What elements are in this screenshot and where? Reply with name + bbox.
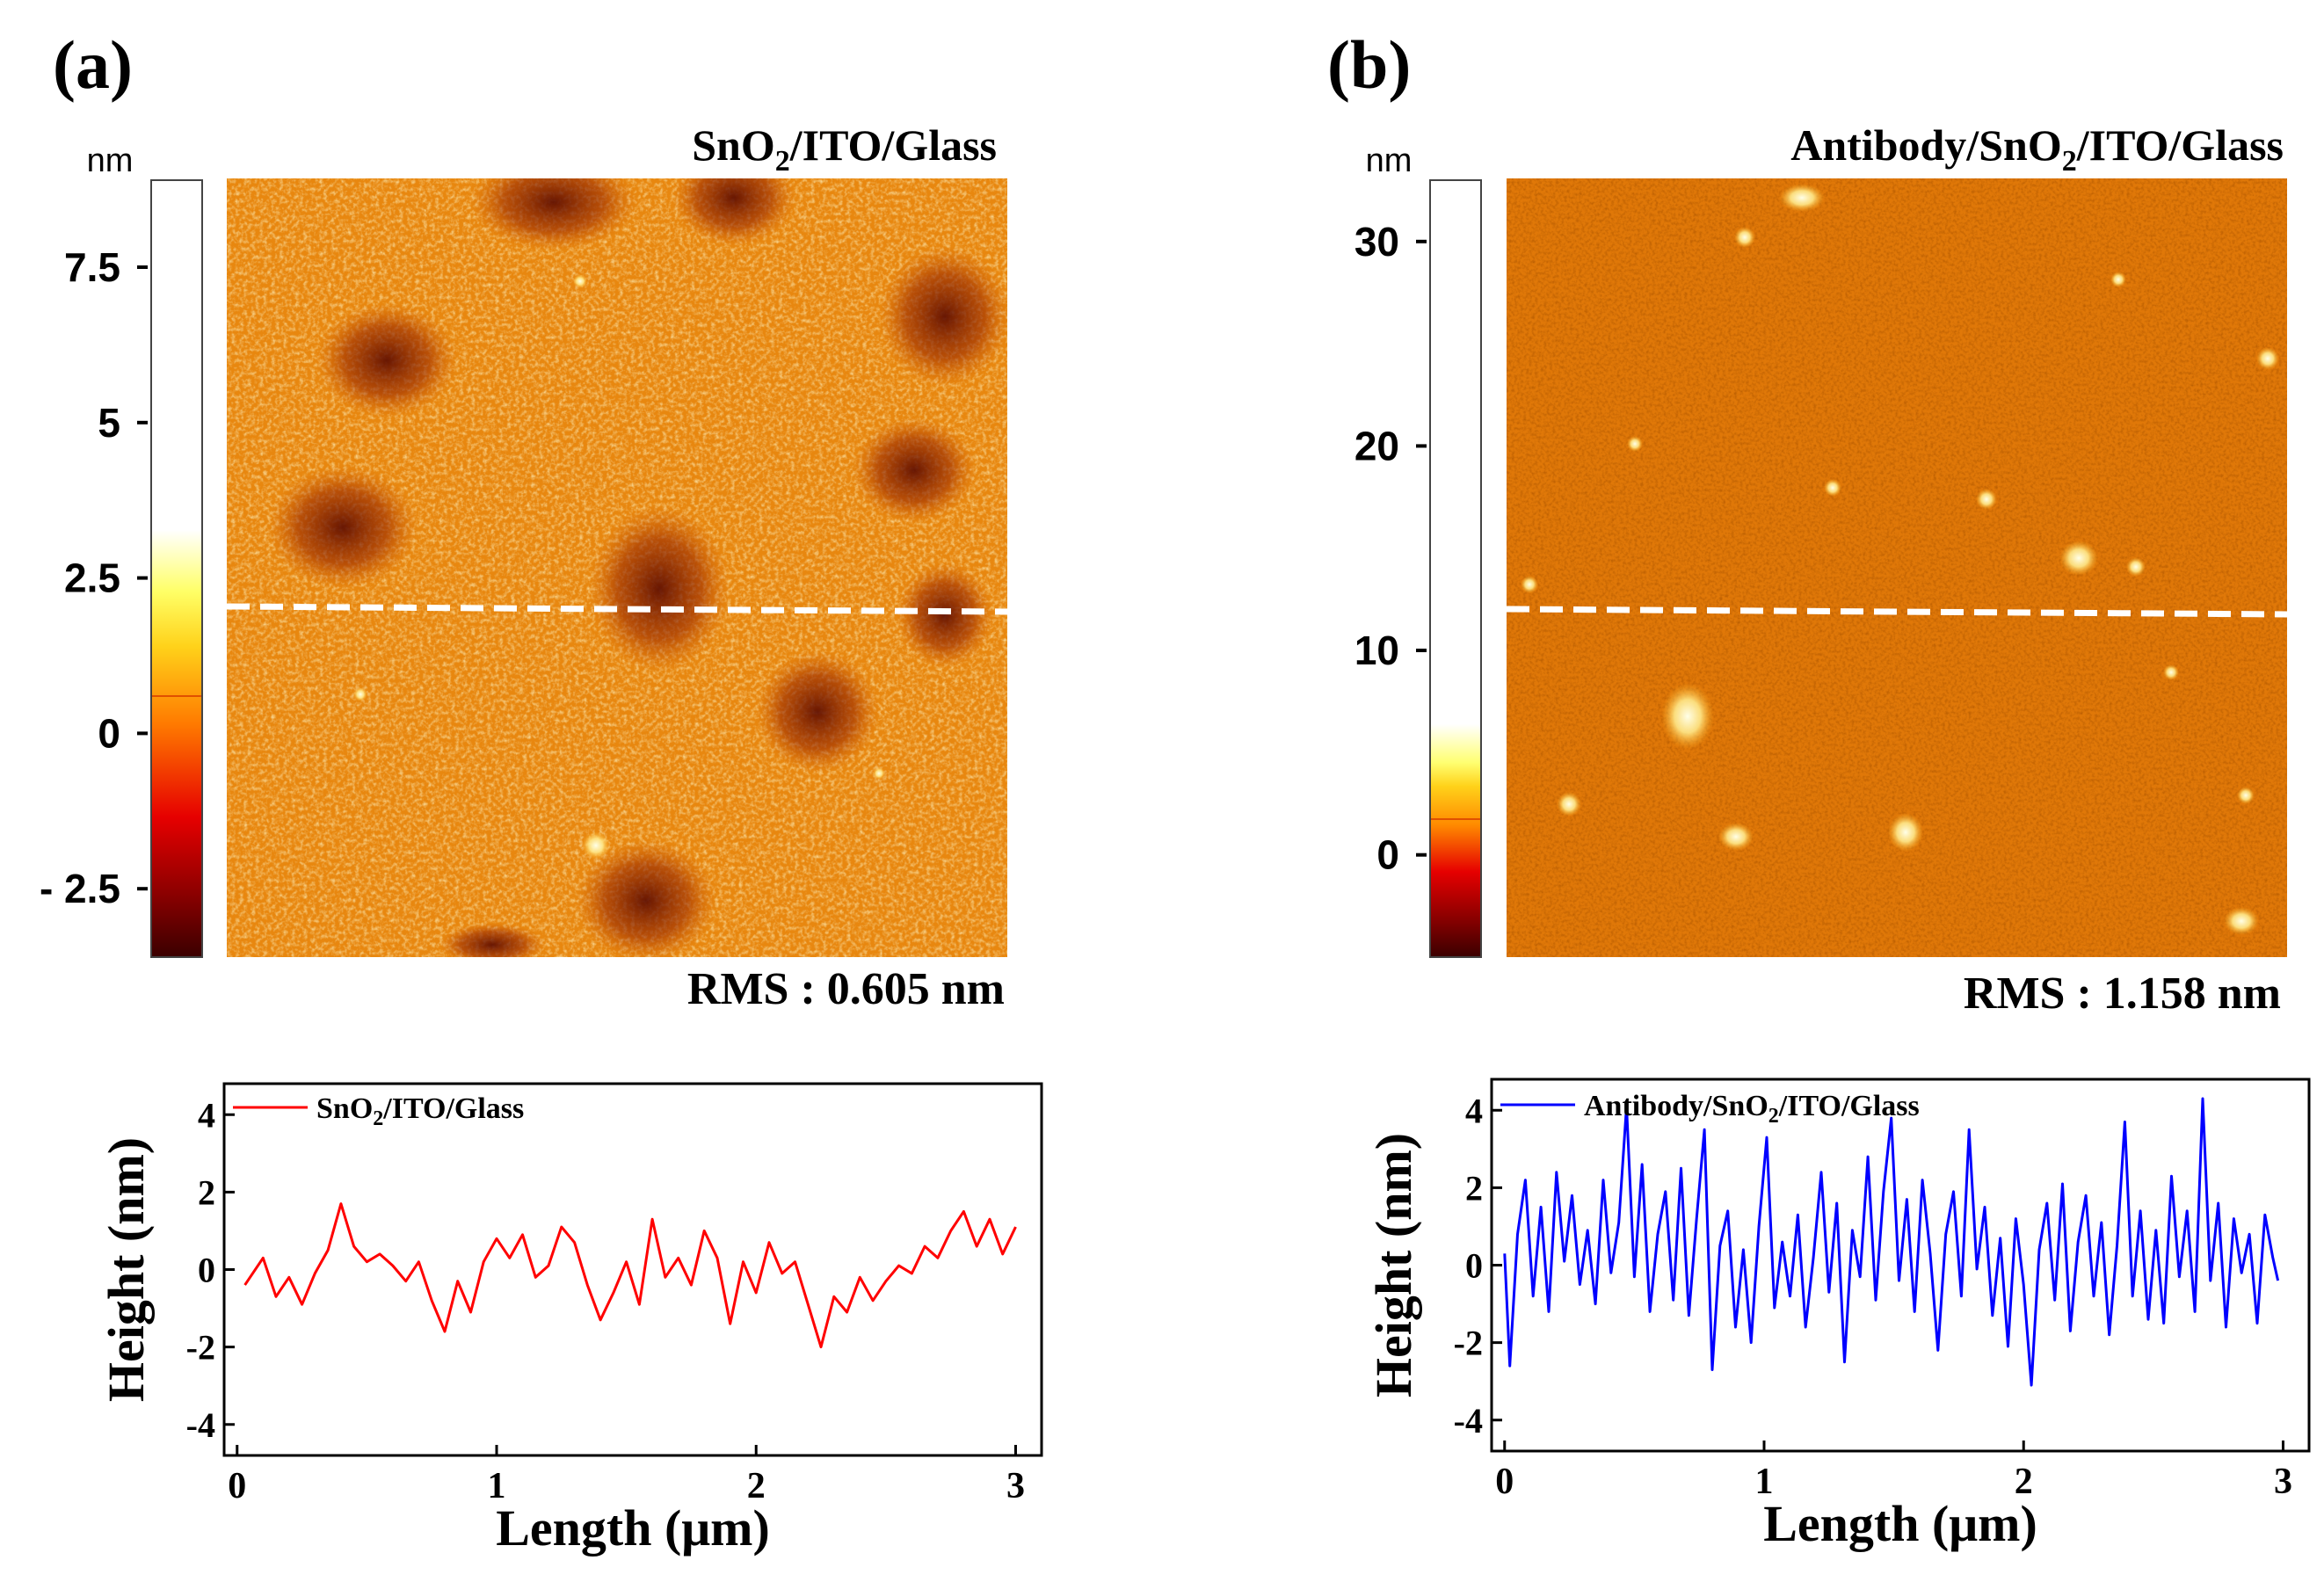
- colorbar-tick-label: 0: [98, 710, 120, 756]
- colorbar-tick-label: 7.5: [64, 244, 120, 290]
- y-tick-label: 4: [1465, 1091, 1483, 1130]
- y-tick-label: 2: [1465, 1168, 1483, 1208]
- y-tick-label: -4: [1454, 1401, 1483, 1440]
- colorbar-tick-label: 30: [1354, 219, 1399, 265]
- image-title-a-main: SnO: [692, 120, 775, 170]
- colorbar-tick-label: 5: [98, 400, 120, 446]
- colorbar-b: [1429, 179, 1482, 958]
- scan-line-b: [1507, 606, 2287, 618]
- legend-label: SnO2/ITO/Glass: [316, 1092, 524, 1130]
- y-tick-label: 4: [198, 1095, 215, 1135]
- image-title-b-main: Antibody/SnO: [1790, 120, 2061, 170]
- image-title-b: Antibody/SnO2/ITO/Glass: [1790, 120, 2284, 178]
- colorbar-unit-a: nm: [87, 142, 134, 179]
- image-title-b-rest: /ITO/Glass: [2076, 120, 2284, 170]
- x-tick-label: 1: [1755, 1462, 1774, 1502]
- x-tick-label: 1: [488, 1466, 506, 1506]
- panel-a: (a) SnO2/ITO/Glass nm 7.552.50- 2.5: [40, 26, 1043, 1557]
- colorbar-unit-b: nm: [1366, 142, 1413, 179]
- colorbar-tick-label: 0: [1376, 832, 1399, 878]
- x-tick-label: 2: [2015, 1462, 2033, 1502]
- afm-image-a: [227, 178, 1007, 957]
- x-axis-label: Length (μm): [496, 1499, 770, 1557]
- y-axis-label: Height (nm): [98, 1137, 155, 1402]
- x-tick-label: 0: [1495, 1462, 1514, 1502]
- colorbar-ticks-a: 7.5 5 2.5 0 - 2.5: [40, 244, 148, 911]
- image-title-a: SnO2/ITO/Glass: [692, 120, 997, 178]
- series-line: [1503, 1097, 2280, 1387]
- y-tick-label: -4: [186, 1405, 215, 1445]
- rms-a: RMS : 0.605 nm: [687, 964, 1005, 1014]
- rms-b: RMS : 1.158 nm: [1964, 969, 2281, 1019]
- y-tick-label: 0: [198, 1251, 215, 1290]
- image-title-b-sub: 2: [2062, 145, 2077, 178]
- x-tick-label: 0: [228, 1466, 246, 1506]
- colorbar-tick-label: 10: [1354, 628, 1399, 673]
- legend-label: Antibody/SnO2/ITO/Glass: [1584, 1090, 1920, 1128]
- panel-letter-b: (b): [1327, 26, 1411, 103]
- afm-image-b: [1507, 178, 2287, 957]
- x-tick-label: 3: [2274, 1462, 2292, 1502]
- y-axis-label: Height (nm): [1365, 1133, 1422, 1397]
- y-tick-label: -2: [186, 1328, 215, 1368]
- colorbar-ticks-b: 30 20 10 0: [1354, 219, 1427, 878]
- y-tick-label: 2: [198, 1172, 215, 1212]
- x-tick-label: 2: [747, 1466, 766, 1506]
- line-plot-a: 0 1 2 3 4 2 0 -2 -4 Length (μm) Height (nm) SnO2/IT…: [98, 1082, 1043, 1557]
- y-tick-label: -2: [1454, 1324, 1483, 1363]
- image-title-a-sub: 2: [775, 145, 790, 178]
- colorbar-a: [150, 179, 203, 958]
- line-plot-b: 0 1 2 3 4 2 0 -2 -4 Length (μm) Height (nm) Antibod…: [1365, 1078, 2311, 1552]
- scan-line-a: [227, 603, 1007, 615]
- x-tick-label: 3: [1006, 1466, 1025, 1506]
- panel-letter-a: (a): [53, 26, 133, 103]
- plot-frame: [222, 1082, 1043, 1457]
- series-line: [243, 1202, 1017, 1349]
- y-tick-label: 0: [1465, 1246, 1483, 1286]
- x-axis-label: Length (μm): [1763, 1495, 2037, 1552]
- colorbar-tick-label: - 2.5: [40, 866, 120, 911]
- image-title-a-rest: /ITO/Glass: [789, 120, 997, 170]
- colorbar-tick-label: 2.5: [64, 555, 120, 601]
- colorbar-tick-label: 20: [1354, 423, 1399, 468]
